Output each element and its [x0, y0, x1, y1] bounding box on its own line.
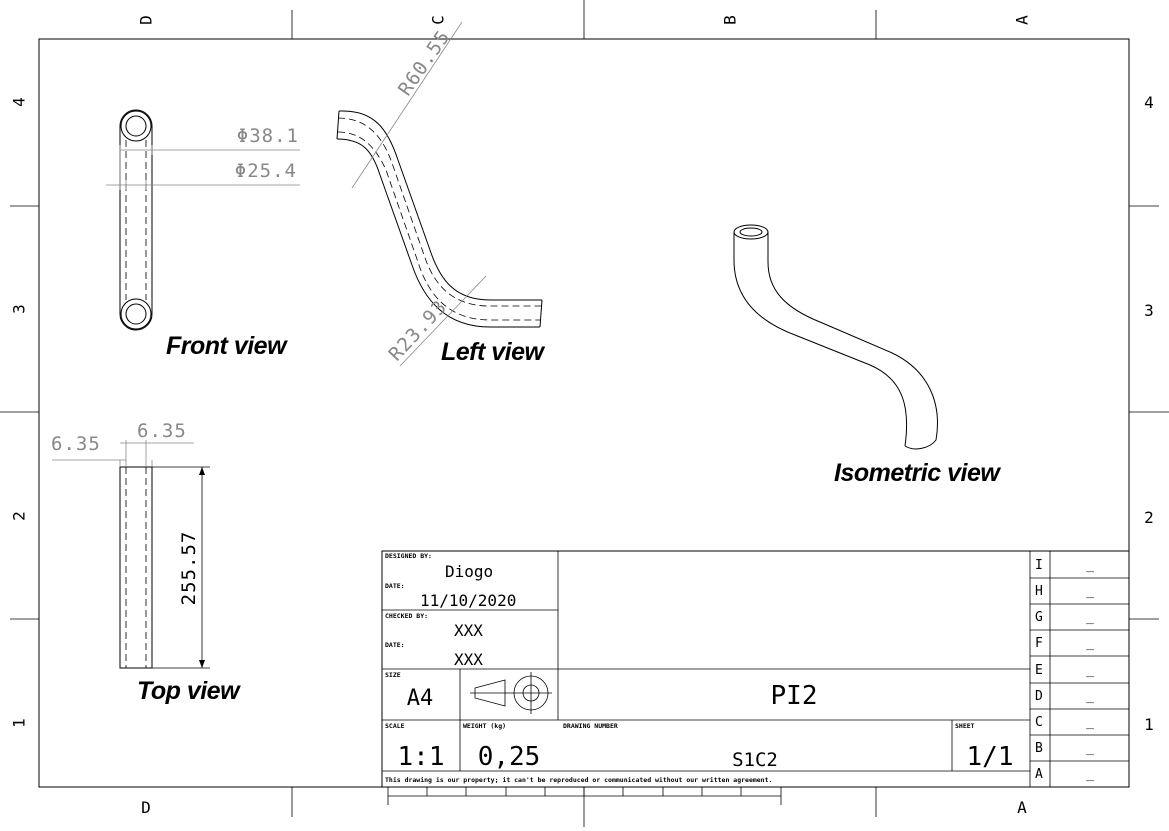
zone-number-right-1: 1 — [1144, 715, 1154, 734]
left-view-geometry — [336, 110, 543, 328]
front-view-label: Front view — [166, 332, 288, 360]
front-view-dimension-lines — [106, 145, 300, 190]
sheet-label: SHEET — [955, 722, 975, 730]
drawing-number-value: S1C2 — [732, 749, 778, 771]
bend-radius-1-dimension: R60.55 — [394, 26, 455, 100]
inner-diameter-dimension: Φ25.4 — [235, 160, 297, 182]
revision-value: _ — [1086, 610, 1094, 625]
revision-letter: A — [1035, 767, 1043, 782]
date-value-checked: XXX — [454, 650, 483, 669]
zone-number-left-4: 4 — [10, 97, 29, 107]
revision-value: _ — [1086, 689, 1094, 704]
zone-letter-bottom-a: A — [1017, 798, 1027, 817]
isometric-view-label: Isometric view — [834, 459, 1001, 487]
length-dimension: 255.57 — [178, 531, 200, 606]
revision-value: _ — [1086, 767, 1094, 782]
date-label-checked: DATE: — [385, 641, 405, 649]
revision-letter: H — [1035, 584, 1043, 599]
revision-table: I _ H _ G _ F _ E _ D _ C _ B _ A _ — [1035, 558, 1094, 782]
revision-letter: E — [1035, 663, 1043, 678]
zone-number-right-3: 3 — [1144, 301, 1154, 320]
top-view-dimension-lines — [52, 440, 210, 669]
date-label-designed: DATE: — [385, 582, 405, 590]
revision-letter: B — [1035, 741, 1043, 756]
zone-letter-top-b: B — [721, 15, 740, 25]
outer-diameter-dimension: Φ38.1 — [237, 125, 299, 147]
wall-thickness-left-dimension: 6.35 — [51, 433, 101, 455]
zone-number-left-3: 3 — [10, 304, 29, 314]
zone-letter-bottom-d: D — [141, 798, 151, 817]
revision-value: _ — [1086, 636, 1094, 651]
revision-value: _ — [1086, 741, 1094, 756]
revision-letter: C — [1035, 715, 1043, 730]
revision-letter: G — [1035, 610, 1043, 625]
left-view-dimension-lines — [351, 21, 487, 367]
scale-value: 1:1 — [398, 742, 445, 772]
title-block-frame — [381, 550, 1130, 805]
revision-letter: I — [1035, 558, 1043, 573]
isometric-view-geometry — [733, 224, 938, 450]
revision-value: _ — [1086, 663, 1094, 678]
left-view-label: Left view — [441, 338, 546, 366]
drawing-frame — [38, 38, 1130, 788]
weight-label: WEIGHT (kg) — [463, 722, 506, 730]
top-view-geometry — [119, 466, 153, 669]
top-view-label: Top view — [137, 677, 241, 705]
zone-letter-top-a: A — [1013, 15, 1032, 25]
checked-by-value: XXX — [454, 621, 483, 640]
date-value-designed: 11/10/2020 — [420, 591, 516, 610]
size-value: A4 — [407, 686, 434, 711]
zone-number-left-1: 1 — [10, 718, 29, 728]
revision-letter: D — [1035, 689, 1043, 704]
disclaimer-text: This drawing is our property; it can't b… — [385, 776, 772, 784]
sheet-value: 1/1 — [967, 742, 1014, 772]
designed-by-label: DESIGNED BY: — [385, 552, 432, 560]
revision-value: _ — [1086, 715, 1094, 730]
drawing-title: PI2 — [771, 681, 818, 711]
revision-letter: F — [1035, 636, 1043, 651]
zone-number-left-2: 2 — [10, 511, 29, 521]
revision-value: _ — [1086, 558, 1094, 573]
zone-letter-top-d: D — [137, 15, 156, 25]
revision-value: _ — [1086, 584, 1094, 599]
designed-by-value: Diogo — [445, 562, 493, 581]
scale-label: SCALE — [385, 722, 405, 730]
size-label: SIZE — [385, 671, 401, 679]
projection-symbol-icon — [470, 672, 552, 714]
zone-number-right-2: 2 — [1144, 508, 1154, 527]
wall-thickness-right-dimension: 6.35 — [137, 420, 187, 442]
drawing-number-label: DRAWING NUMBER — [563, 722, 618, 730]
zone-letter-top-c: C — [429, 15, 448, 25]
weight-value: 0,25 — [478, 742, 541, 772]
zone-number-right-4: 4 — [1144, 93, 1154, 112]
front-view-geometry — [119, 109, 153, 331]
checked-by-label: CHECKED BY: — [385, 612, 428, 620]
